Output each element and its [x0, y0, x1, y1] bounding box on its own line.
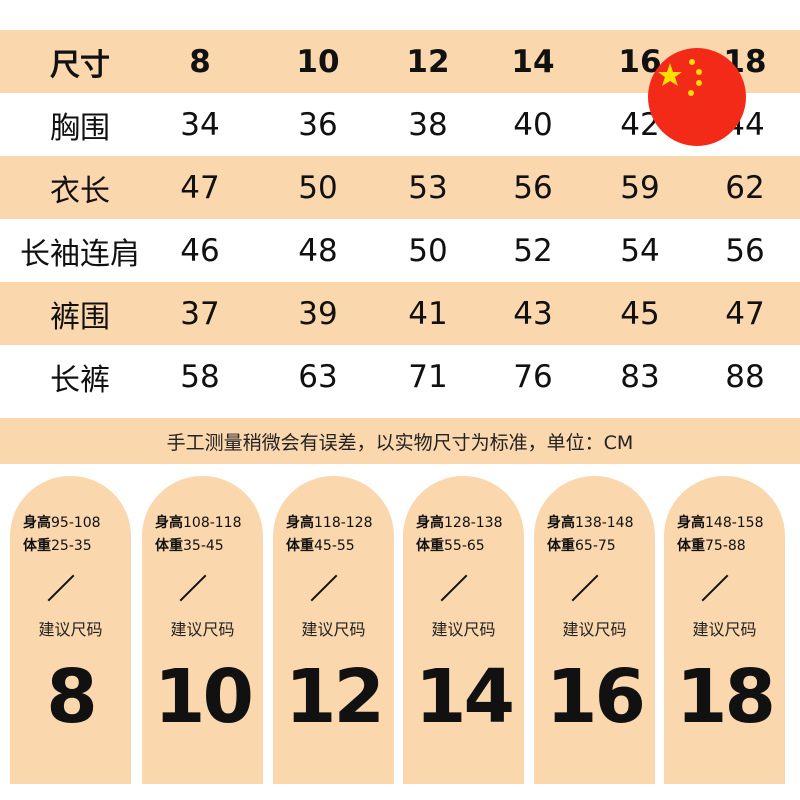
- cell: 37: [180, 295, 220, 332]
- cell: 63: [298, 358, 338, 395]
- row-label: 长袖连肩: [20, 236, 140, 272]
- table-row: 长裤 58 63 71 76 83 88: [0, 345, 800, 408]
- size-card: 身高108-118 体重35-45 建议尺码 10: [142, 476, 263, 784]
- cell: 43: [513, 295, 553, 332]
- cell: 34: [180, 106, 220, 143]
- suggest-label: 建议尺码: [301, 620, 366, 639]
- suggest-label: 建议尺码: [562, 620, 627, 639]
- body-info: 身高118-128 体重45-55: [286, 512, 373, 558]
- cell: 56: [725, 232, 765, 269]
- height-label: 身高: [677, 515, 705, 531]
- cell: 52: [513, 232, 553, 269]
- china-flag-icon: [648, 48, 746, 146]
- cell: 39: [298, 295, 338, 332]
- suggested-size: 18: [676, 654, 776, 740]
- row-label: 裤围: [50, 299, 110, 335]
- row-label: 尺寸: [50, 47, 110, 83]
- height-range: 118-128: [314, 515, 373, 531]
- cell: 8: [189, 43, 211, 80]
- cell: 38: [408, 106, 448, 143]
- weight-label: 体重: [416, 538, 444, 554]
- suggested-size: 14: [415, 654, 515, 740]
- cell: 47: [725, 295, 765, 332]
- divider-slash: [701, 574, 729, 602]
- suggest-label: 建议尺码: [38, 620, 103, 639]
- weight-label: 体重: [286, 538, 314, 554]
- cell: 58: [180, 358, 220, 395]
- cell: 50: [408, 232, 448, 269]
- cell: 14: [511, 43, 555, 80]
- table-row: 衣长 47 50 53 56 59 62: [0, 156, 800, 219]
- divider-slash: [571, 574, 599, 602]
- body-info: 身高128-138 体重55-65: [416, 512, 503, 558]
- height-label: 身高: [155, 515, 183, 531]
- table-row: 裤围 37 39 41 43 45 47: [0, 282, 800, 345]
- suggest-label: 建议尺码: [170, 620, 235, 639]
- weight-range: 35-45: [183, 538, 224, 554]
- suggested-size: 8: [46, 654, 98, 740]
- cell: 41: [408, 295, 448, 332]
- row-label: 长裤: [50, 362, 110, 398]
- cell: 83: [620, 358, 660, 395]
- height-range: 108-118: [183, 515, 242, 531]
- height-label: 身高: [23, 515, 51, 531]
- weight-label: 体重: [547, 538, 575, 554]
- cell: 47: [180, 169, 220, 206]
- size-card: 身高118-128 体重45-55 建议尺码 12: [273, 476, 394, 784]
- cell: 45: [620, 295, 660, 332]
- cell: 62: [725, 169, 765, 206]
- cell: 53: [408, 169, 448, 206]
- suggest-label: 建议尺码: [692, 620, 757, 639]
- cell: 71: [408, 358, 448, 395]
- cell: 12: [406, 43, 450, 80]
- divider-slash: [310, 574, 338, 602]
- cell: 36: [298, 106, 338, 143]
- size-card: 身高138-148 体重65-75 建议尺码 16: [534, 476, 655, 784]
- weight-range: 55-65: [444, 538, 485, 554]
- height-label: 身高: [286, 515, 314, 531]
- cell: 46: [180, 232, 220, 269]
- suggest-label: 建议尺码: [431, 620, 496, 639]
- height-range: 138-148: [575, 515, 634, 531]
- suggested-size: 12: [285, 654, 385, 740]
- cell: 50: [298, 169, 338, 206]
- body-info: 身高95-108 体重25-35: [23, 512, 101, 558]
- divider-slash: [440, 574, 468, 602]
- cell: 76: [513, 358, 553, 395]
- weight-range: 75-88: [705, 538, 746, 554]
- height-range: 95-108: [51, 515, 101, 531]
- suggested-size: 10: [154, 654, 254, 740]
- height-label: 身高: [547, 515, 575, 531]
- cell: 48: [298, 232, 338, 269]
- divider-slash: [179, 574, 207, 602]
- cell: 54: [620, 232, 660, 269]
- size-card: 身高148-158 体重75-88 建议尺码 18: [664, 476, 785, 784]
- height-label: 身高: [416, 515, 444, 531]
- table-row: 长袖连肩 46 48 50 52 54 56: [0, 219, 800, 282]
- cell: 59: [620, 169, 660, 206]
- body-info: 身高138-148 体重65-75: [547, 512, 634, 558]
- size-card: 身高95-108 体重25-35 建议尺码 8: [10, 476, 131, 784]
- weight-label: 体重: [677, 538, 705, 554]
- height-range: 148-158: [705, 515, 764, 531]
- cell: 40: [513, 106, 553, 143]
- cell: 10: [296, 43, 340, 80]
- weight-range: 45-55: [314, 538, 355, 554]
- row-label: 衣长: [50, 173, 110, 209]
- weight-range: 65-75: [575, 538, 616, 554]
- row-label: 胸围: [50, 110, 110, 146]
- weight-range: 25-35: [51, 538, 92, 554]
- weight-label: 体重: [155, 538, 183, 554]
- body-info: 身高108-118 体重35-45: [155, 512, 242, 558]
- cell: 56: [513, 169, 553, 206]
- body-info: 身高148-158 体重75-88: [677, 512, 764, 558]
- cell: 88: [725, 358, 765, 395]
- divider-slash: [47, 574, 75, 602]
- weight-label: 体重: [23, 538, 51, 554]
- measurement-note: 手工测量稍微会有误差，以实物尺寸为标准，单位：CM: [0, 418, 800, 464]
- size-card: 身高128-138 体重55-65 建议尺码 14: [403, 476, 524, 784]
- suggested-size: 16: [546, 654, 646, 740]
- height-range: 128-138: [444, 515, 503, 531]
